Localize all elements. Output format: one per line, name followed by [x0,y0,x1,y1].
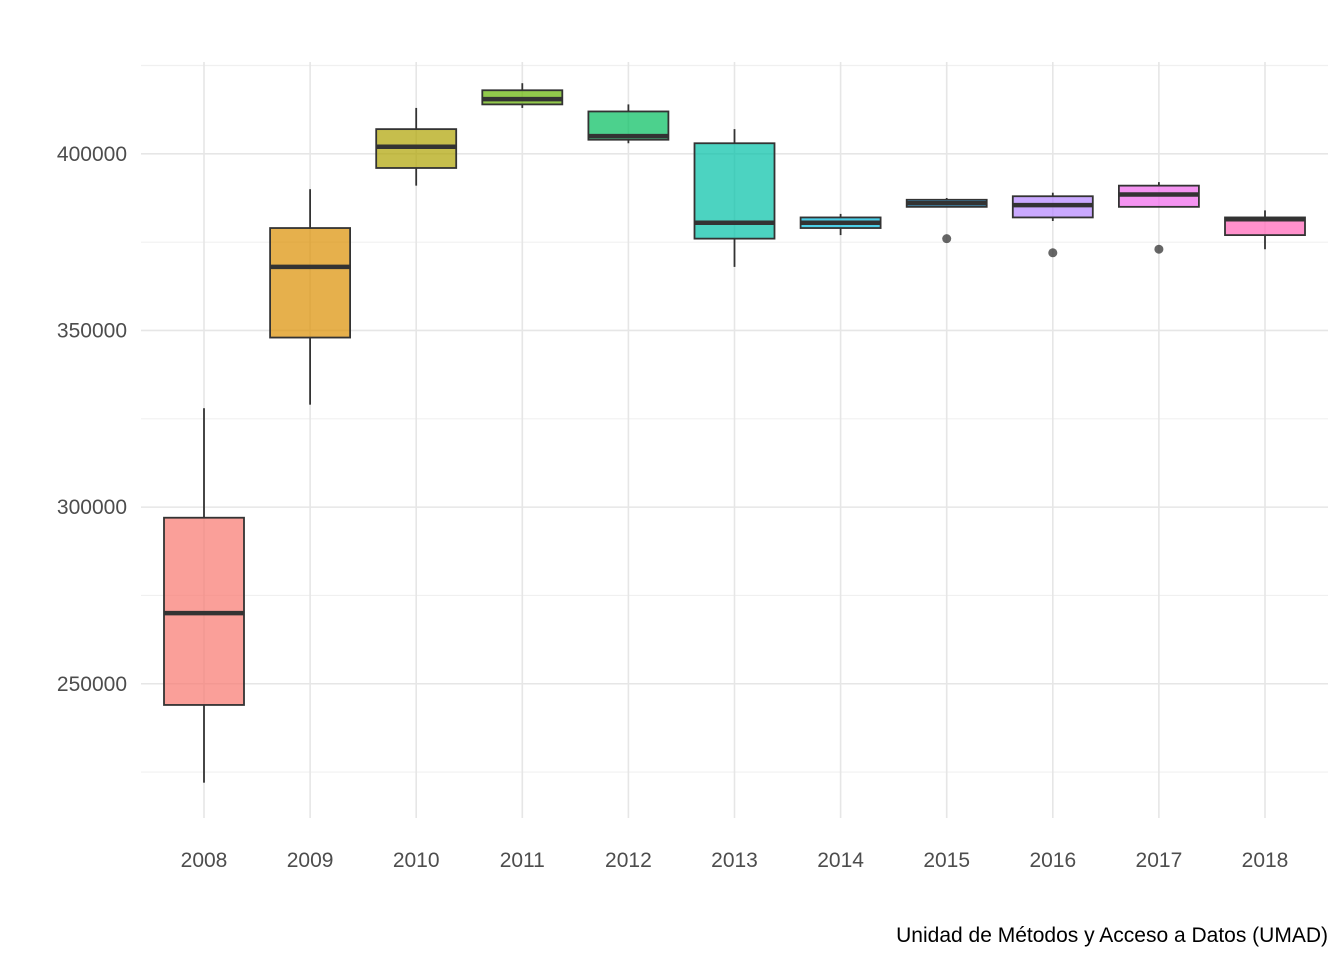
y-tick-label: 300000 [57,496,127,519]
outlier-point [1154,244,1164,254]
chart-caption: Unidad de Métodos y Acceso a Datos (UMAD… [896,924,1328,947]
box-2013 [693,129,776,267]
boxes [163,83,1306,783]
x-tick-label: 2009 [287,849,334,872]
x-tick-label: 2016 [1029,849,1076,872]
box-2012 [587,104,670,144]
box-2009 [269,189,352,405]
box-2014 [799,213,882,236]
x-tick-labels: 2008 2009 2010 2011 2012 2013 2014 2015 2016 2017… [181,849,1289,872]
x-tick-label: 2018 [1242,849,1289,872]
x-tick-label: 2008 [181,849,228,872]
y-tick-label: 350000 [57,319,127,342]
x-tick-label: 2014 [817,849,864,872]
box-body [269,227,352,339]
outlier-point [1048,248,1058,258]
box-2016 [1011,192,1094,258]
grid-major [141,62,1328,818]
box-2008 [163,408,245,783]
x-tick-label: 2011 [500,849,545,872]
x-tick-label: 2012 [605,849,652,872]
outlier-point [942,234,952,244]
box-2018 [1224,210,1306,250]
box-2017 [1118,182,1200,254]
box-2011 [481,83,564,108]
x-tick-label: 2017 [1136,849,1183,872]
y-tick-labels: 250000 300000 350000 400000 [57,143,127,696]
y-tick-label: 400000 [57,143,127,166]
y-tick-label: 250000 [57,673,127,696]
x-tick-label: 2010 [393,849,440,872]
x-tick-label: 2013 [711,849,758,872]
x-tick-label: 2015 [923,849,970,872]
box-2015 [905,198,988,244]
box-2010 [375,107,458,186]
